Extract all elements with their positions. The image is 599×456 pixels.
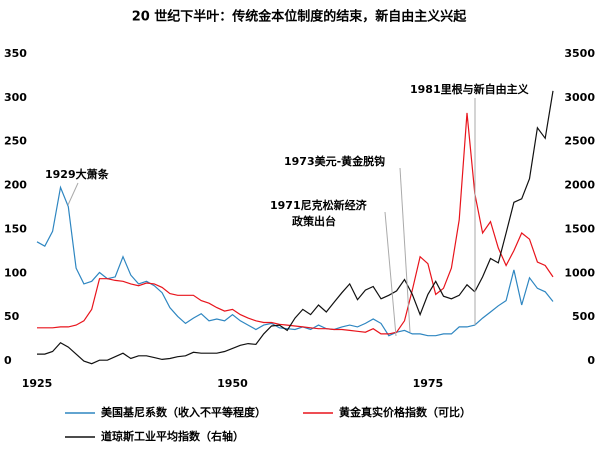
- x-tick-label: 1975: [413, 377, 444, 390]
- y-tick-label: 150: [4, 222, 27, 235]
- annotation: 1981里根与新自由主义: [410, 82, 530, 96]
- y-tick-label: 200: [4, 179, 27, 192]
- y2-tick-label: 500: [572, 310, 595, 323]
- y-tick-label: 100: [4, 266, 27, 279]
- y2-tick-label: 3500: [564, 47, 595, 60]
- annotation: 1971尼克松新经济: [270, 198, 368, 212]
- y-tick-label: 300: [4, 91, 27, 104]
- y-tick-label: 50: [4, 310, 20, 323]
- annotation-line: [67, 182, 79, 206]
- series-line: [37, 112, 554, 335]
- series-line: [37, 90, 554, 365]
- annotation-line: [399, 167, 411, 333]
- annotation-line: [384, 211, 397, 337]
- legend-label: 黄金真实价格指数（可比）: [339, 405, 471, 419]
- y2-tick-label: 0: [587, 354, 595, 367]
- y2-tick-label: 2000: [564, 179, 595, 192]
- y-tick-label: 0: [4, 354, 12, 367]
- chart-title: 20 世纪下半叶：传统金本位制度的结束，新自由主义兴起: [132, 9, 468, 25]
- y-tick-label: 250: [4, 135, 27, 148]
- y2-tick-label: 1500: [564, 222, 595, 235]
- legend-label: 道琼斯工业平均指数（右轴）: [101, 429, 244, 443]
- x-tick-label: 1925: [22, 377, 53, 390]
- annotation: 1929大萧条: [45, 167, 110, 181]
- y-tick-label: 350: [4, 47, 27, 60]
- series-line: [36, 185, 554, 337]
- x-tick-label: 1950: [217, 377, 248, 390]
- annotation: 政策出台: [292, 214, 336, 228]
- legend-label: 美国基尼系数（收入不平等程度）: [101, 405, 266, 419]
- y2-tick-label: 3000: [564, 91, 595, 104]
- annotation: 1973美元-黄金脱钩: [284, 154, 385, 168]
- y2-tick-label: 2500: [564, 135, 595, 148]
- y2-tick-label: 1000: [564, 266, 595, 279]
